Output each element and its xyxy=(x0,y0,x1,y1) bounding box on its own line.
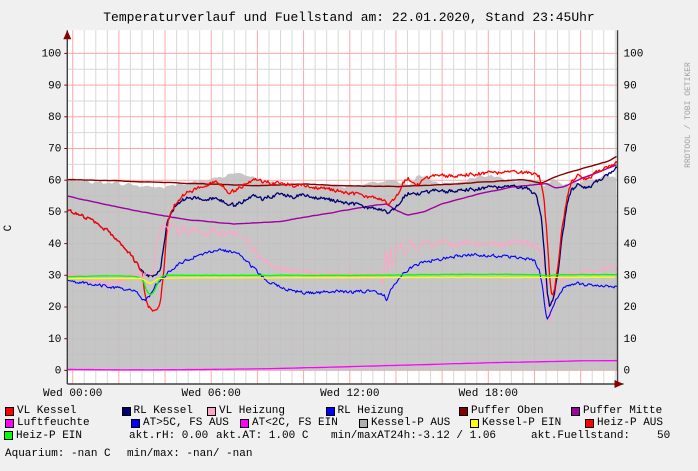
svg-text:30: 30 xyxy=(624,271,637,283)
svg-text:80: 80 xyxy=(624,112,637,124)
svg-text:50: 50 xyxy=(48,207,61,219)
svg-text:0: 0 xyxy=(624,366,631,378)
svg-text:100: 100 xyxy=(41,49,61,61)
svg-text:Wed 06:00: Wed 06:00 xyxy=(181,388,240,400)
svg-text:30: 30 xyxy=(48,271,61,283)
svg-text:80: 80 xyxy=(48,112,61,124)
svg-text:Wed 00:00: Wed 00:00 xyxy=(43,388,102,400)
svg-text:70: 70 xyxy=(624,144,637,156)
svg-text:60: 60 xyxy=(624,175,637,187)
svg-text:40: 40 xyxy=(48,239,61,251)
svg-text:50: 50 xyxy=(624,207,637,219)
svg-text:90: 90 xyxy=(48,80,61,92)
svg-text:RRDTOOL / TOBI OETIKER: RRDTOOL / TOBI OETIKER xyxy=(684,62,693,168)
svg-text:90: 90 xyxy=(624,80,637,92)
svg-text:C: C xyxy=(3,224,15,231)
svg-text:10: 10 xyxy=(624,334,637,346)
svg-text:40: 40 xyxy=(624,239,637,251)
svg-text:Wed 18:00: Wed 18:00 xyxy=(459,388,518,400)
svg-text:10: 10 xyxy=(48,334,61,346)
svg-text:60: 60 xyxy=(48,175,61,187)
svg-text:0: 0 xyxy=(55,366,62,378)
svg-text:20: 20 xyxy=(624,302,637,314)
svg-text:Wed 12:00: Wed 12:00 xyxy=(320,388,379,400)
svg-text:100: 100 xyxy=(624,49,644,61)
svg-text:70: 70 xyxy=(48,144,61,156)
svg-text:20: 20 xyxy=(48,302,61,314)
